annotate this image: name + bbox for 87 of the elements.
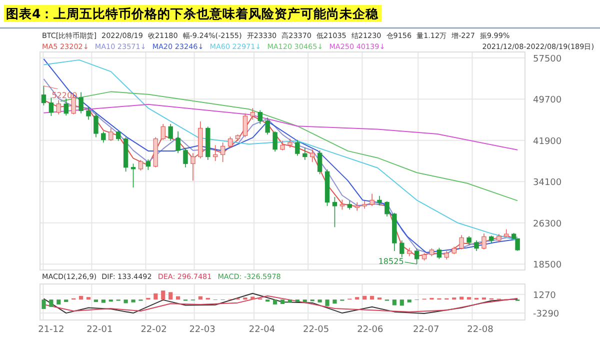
candlestick	[332, 196, 338, 228]
candlestick	[212, 144, 218, 162]
y-tick-label: 18500	[533, 260, 562, 271]
bar	[362, 296, 367, 300]
x-tick-label: 22-07	[413, 325, 440, 335]
candlestick	[340, 199, 345, 210]
x-tick-label: 22-08	[467, 325, 494, 335]
candlestick	[48, 97, 54, 116]
candlestick	[370, 193, 374, 206]
candlestick	[116, 130, 121, 142]
bar	[355, 297, 360, 300]
y-tick-label: 49700	[533, 96, 562, 106]
bar	[332, 300, 337, 304]
bar	[392, 300, 396, 306]
candlestick	[146, 159, 151, 170]
candlestick	[295, 139, 300, 156]
bar	[101, 300, 106, 303]
x-tick-label: 21-12	[38, 325, 64, 335]
y-tick-label: 57500	[533, 54, 562, 64]
line-series	[43, 104, 518, 150]
x-tick-label: 22-04	[248, 325, 276, 335]
candlestick	[377, 196, 382, 206]
bar	[466, 297, 472, 300]
bar	[400, 300, 404, 306]
bar	[86, 297, 91, 300]
candlestick	[64, 98, 68, 116]
bar	[460, 296, 464, 300]
candlestick	[94, 112, 98, 138]
bar	[272, 300, 278, 304]
bar	[131, 300, 136, 302]
candlestick	[474, 240, 479, 252]
candlestick	[436, 247, 442, 260]
bar	[56, 300, 61, 304]
bar	[280, 300, 285, 304]
annotation: 18525	[378, 257, 404, 266]
candlestick	[482, 233, 486, 250]
bar	[250, 296, 255, 300]
candlestick	[220, 142, 226, 162]
candlestick	[183, 147, 188, 168]
bar	[49, 300, 54, 307]
candlestick	[228, 136, 233, 148]
bar	[168, 292, 173, 300]
bar	[161, 290, 166, 300]
candlestick	[86, 106, 91, 120]
x-tick-label: 22-02	[140, 325, 167, 335]
bar	[325, 300, 330, 306]
candlestick	[272, 130, 278, 152]
x-tick-label: 22-05	[303, 325, 330, 335]
bar	[78, 296, 84, 300]
bar	[124, 300, 128, 304]
candlestick	[384, 200, 390, 217]
y-tick-label: 41900	[533, 136, 562, 147]
candlestick	[265, 117, 270, 135]
bar	[370, 296, 374, 300]
candlestick	[130, 163, 136, 188]
bar	[318, 300, 322, 302]
candlestick	[108, 128, 114, 142]
x-tick-label: 22-06	[357, 325, 384, 335]
y-tick-label: 26300	[533, 219, 562, 230]
candlestick	[310, 148, 315, 162]
candlestick	[78, 92, 84, 114]
x-tick-label: 22-03	[189, 325, 216, 335]
chart-title: 图表4：上周五比特币价格的下杀也意味着风险资产可能尚未企稳	[6, 6, 380, 21]
y-tick-label: 1270	[533, 290, 556, 301]
candlestick	[56, 100, 62, 115]
y-tick-label: -3290	[533, 310, 560, 320]
candlestick	[138, 160, 144, 171]
bar	[154, 293, 158, 300]
candlestick	[258, 110, 262, 124]
bar	[407, 300, 412, 302]
candlestick	[168, 124, 173, 142]
candlestick	[101, 130, 106, 143]
candlestick	[176, 130, 180, 154]
candlestick	[41, 85, 46, 106]
candlestick	[400, 240, 404, 258]
bar	[42, 300, 46, 309]
candlestick	[317, 150, 322, 175]
bar	[288, 300, 292, 302]
x-tick-label: 22-01	[86, 325, 113, 335]
candlestick	[250, 108, 256, 120]
candlestick	[160, 124, 166, 140]
candlestick	[280, 140, 285, 151]
y-tick-label: 34100	[533, 178, 562, 188]
candlestick	[302, 147, 308, 160]
candlestick	[459, 234, 464, 250]
candlestick	[242, 112, 248, 138]
candlestick	[190, 152, 196, 181]
